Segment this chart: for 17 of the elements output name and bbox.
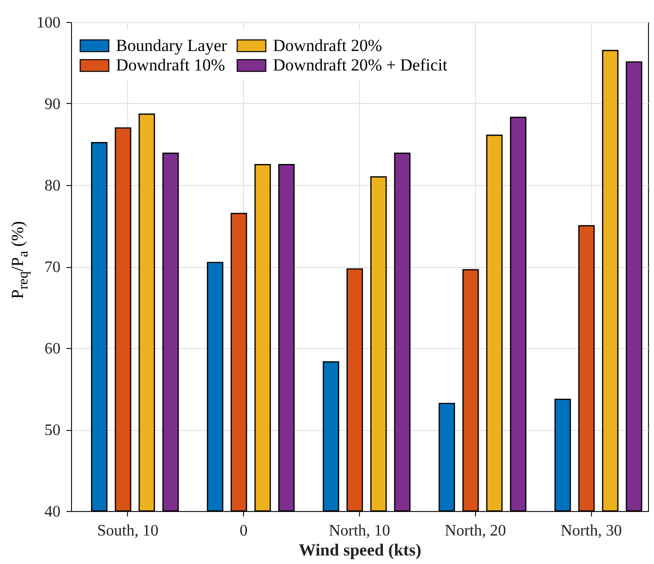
y-tick-label: 80 — [44, 178, 60, 194]
legend-label: Boundary Layer — [116, 36, 228, 55]
y-tick-label: 40 — [44, 504, 60, 520]
legend-label: Downdraft 20% + Deficit — [273, 56, 448, 74]
x-axis-title: Wind speed (kts) — [298, 540, 422, 560]
x-tick-label: North, 30 — [560, 522, 622, 540]
x-tick-label: North, 20 — [444, 522, 506, 540]
y-tick-label: 70 — [44, 259, 60, 276]
y-tick-label: 60 — [44, 340, 60, 358]
y-tick-label: 50 — [44, 422, 60, 439]
legend-label: Downdraft 20% — [273, 36, 382, 55]
legend-label: Downdraft 10% — [116, 56, 226, 74]
x-tick-label: 0 — [240, 522, 248, 540]
y-tick-label: 90 — [44, 96, 60, 113]
y-tick-label: 100 — [36, 14, 60, 32]
x-tick-label: South, 10 — [97, 522, 158, 540]
x-tick-label: North, 10 — [328, 522, 390, 540]
